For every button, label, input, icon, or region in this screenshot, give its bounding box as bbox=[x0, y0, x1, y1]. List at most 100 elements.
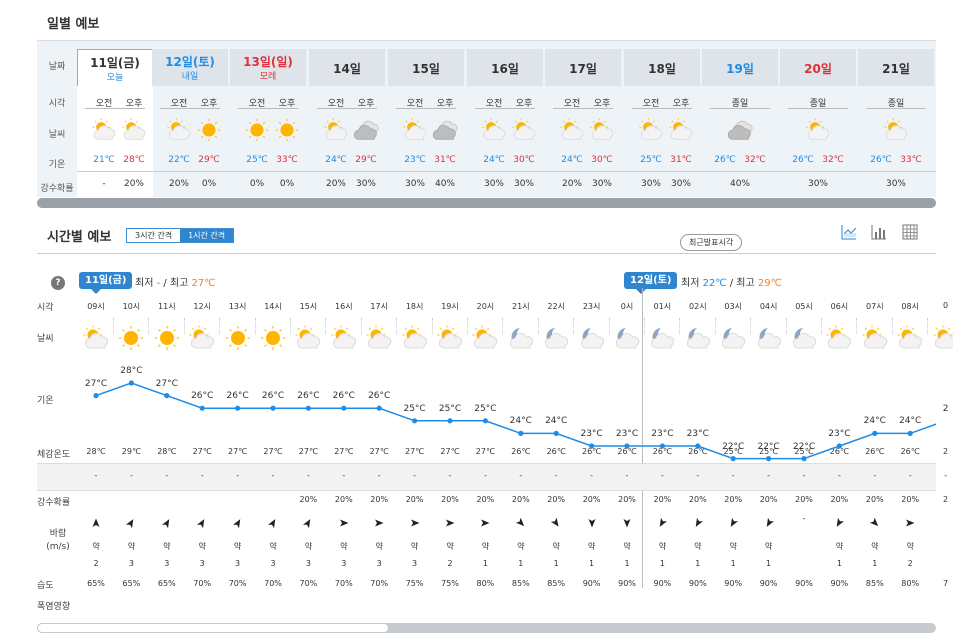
slot-weather bbox=[323, 117, 349, 147]
hour-feels: 27℃ bbox=[298, 447, 318, 456]
tab-1h[interactable]: 1시간 간격 bbox=[180, 229, 234, 242]
day-header[interactable]: 11일(금) 오늘 bbox=[77, 49, 153, 86]
hour-time: 23시 bbox=[582, 302, 601, 311]
hourly-scrollbar[interactable] bbox=[37, 623, 936, 633]
day-header[interactable]: 21일 bbox=[858, 49, 934, 86]
wind-arrow-icon bbox=[906, 519, 915, 527]
hour-feels: 28℃ bbox=[86, 447, 106, 456]
hour-humidity: 7 bbox=[943, 579, 949, 588]
wind-arrow-icon bbox=[92, 518, 100, 527]
hour-weather bbox=[790, 324, 818, 356]
partly-cloudy-icon bbox=[590, 118, 614, 140]
column-divider bbox=[644, 318, 645, 334]
hour-humidity: 70% bbox=[299, 579, 318, 588]
hour-time: 20시 bbox=[476, 302, 495, 311]
slot-separator bbox=[396, 108, 456, 109]
slot-time: 오후 bbox=[593, 99, 611, 109]
day-header[interactable]: 20일 bbox=[780, 49, 856, 86]
day-header[interactable]: 18일 bbox=[624, 49, 700, 86]
slot-time: 오전 bbox=[406, 99, 424, 109]
date-pill-tomorrow: 12일(토) bbox=[624, 272, 678, 294]
hour-weather bbox=[259, 324, 287, 356]
hour-wind-speed: 3 bbox=[128, 559, 134, 568]
help-icon[interactable]: ? bbox=[51, 276, 65, 290]
hour-rain: - bbox=[554, 471, 558, 480]
wind-arrow-icon bbox=[446, 519, 455, 527]
hour-time: 04시 bbox=[759, 302, 778, 311]
slot-weather bbox=[727, 117, 753, 147]
column-divider bbox=[360, 318, 362, 334]
wind-arrow-icon bbox=[766, 518, 774, 527]
hour-wind-speed: 1 bbox=[766, 559, 772, 568]
daily-row-label: 강수확률 bbox=[40, 184, 74, 194]
hour-temp-label: 24°C bbox=[509, 416, 532, 427]
partly-cloudy-icon bbox=[897, 325, 923, 349]
sun-shape bbox=[261, 326, 285, 350]
hour-temp-label: 26°C bbox=[226, 391, 249, 402]
day-header[interactable]: 14일 bbox=[309, 49, 385, 86]
moon-cloud-icon bbox=[545, 328, 569, 349]
hour-weather bbox=[684, 324, 712, 356]
hour-time: 14시 bbox=[264, 302, 282, 311]
hour-wind-strength: 약 bbox=[871, 542, 879, 551]
wind-arrow-icon bbox=[161, 519, 170, 528]
day-header[interactable]: 16일 bbox=[467, 49, 543, 86]
column-divider bbox=[467, 318, 468, 334]
tab-3h[interactable]: 3시간 간격 bbox=[135, 231, 173, 240]
recent-release-button[interactable]: 최근발표시각 bbox=[680, 234, 743, 251]
hour-wind-speed: 1 bbox=[482, 559, 488, 568]
hour-humidity: 85% bbox=[865, 579, 884, 588]
temperature-point bbox=[730, 456, 736, 462]
sun-shape bbox=[154, 326, 179, 350]
slot-time: 오전 bbox=[248, 99, 266, 109]
hour-humidity: 65% bbox=[87, 579, 105, 588]
day-header[interactable]: 13일(일) 모레 bbox=[230, 49, 306, 86]
hour-feels: 27℃ bbox=[192, 447, 212, 456]
slot-temp: 24℃ bbox=[325, 155, 347, 165]
bar-chart-icon[interactable] bbox=[871, 224, 887, 240]
cloudy-icon bbox=[727, 120, 753, 140]
slot-temp-high: 32℃ bbox=[744, 155, 766, 165]
hour-time: 17시 bbox=[370, 302, 388, 311]
hour-weather bbox=[365, 324, 393, 356]
daily-scrollbar-thumb[interactable] bbox=[37, 198, 936, 208]
hour-wind-speed: 3 bbox=[341, 559, 347, 568]
day-header[interactable]: 17일 bbox=[545, 49, 621, 86]
line-chart-icon[interactable] bbox=[841, 224, 857, 240]
slot-weather bbox=[166, 117, 192, 147]
daily-scrollbar[interactable] bbox=[37, 198, 936, 208]
slot-temp: 21℃ bbox=[93, 155, 115, 165]
daily-row-label: 날씨 bbox=[48, 130, 66, 140]
hour-humidity: 85% bbox=[547, 579, 566, 588]
temperature-point bbox=[766, 456, 772, 462]
hour-weather bbox=[188, 324, 216, 356]
day-header[interactable]: 15일 bbox=[388, 49, 464, 86]
hour-time: 22시 bbox=[547, 302, 565, 311]
hour-wind-strength: 약 bbox=[304, 542, 313, 551]
column-divider bbox=[679, 318, 681, 334]
cloudy-icon bbox=[353, 120, 379, 140]
day-date: 11일(금) bbox=[90, 56, 140, 70]
day-header[interactable]: 19일 bbox=[702, 49, 778, 86]
hour-wind-speed: 1 bbox=[624, 559, 630, 568]
day-header[interactable]: 12일(토) 내일 bbox=[152, 49, 228, 86]
slot-weather bbox=[432, 117, 458, 147]
hour-prob: 20% bbox=[441, 495, 459, 504]
partly-cloudy-icon bbox=[560, 118, 584, 140]
slot-temp: 22℃ bbox=[168, 155, 190, 165]
table-icon[interactable] bbox=[902, 224, 918, 240]
hour-weather bbox=[542, 324, 570, 356]
hour-wind-strength: 약 bbox=[835, 542, 844, 551]
hour-rain: - bbox=[129, 471, 133, 480]
wind-arrow-icon bbox=[515, 518, 524, 527]
hour-time: 01시 bbox=[653, 302, 672, 311]
hourly-scrollbar-thumb[interactable] bbox=[37, 623, 389, 633]
slot-temp: 25℃ bbox=[246, 155, 268, 165]
partly-cloudy-icon bbox=[167, 118, 191, 140]
hour-feels: 27℃ bbox=[263, 447, 283, 456]
hour-temp-label: 27°C bbox=[84, 378, 108, 389]
hour-temp-label: 26°C bbox=[191, 391, 214, 402]
hour-temp-label: 23°C bbox=[651, 429, 674, 439]
hour-temp-label: 25°C bbox=[438, 403, 462, 414]
hour-rain: - bbox=[448, 471, 452, 480]
